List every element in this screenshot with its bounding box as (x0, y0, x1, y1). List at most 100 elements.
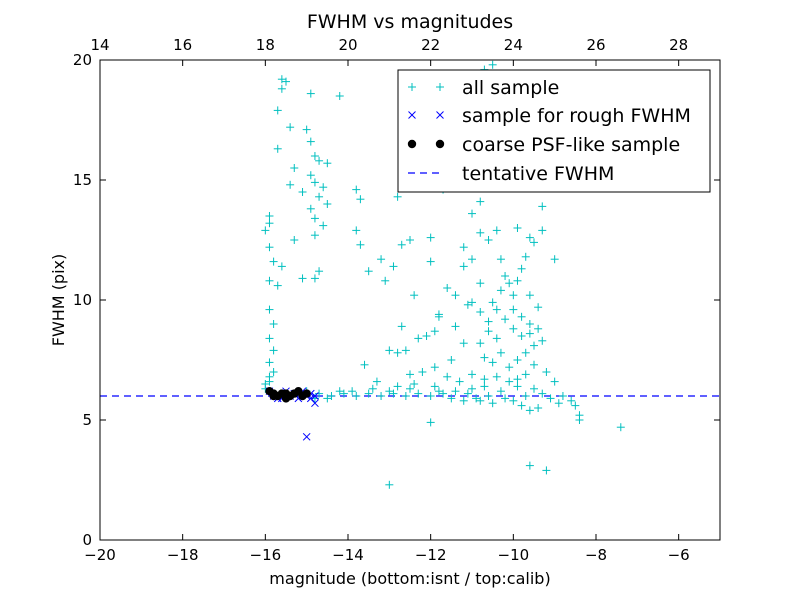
all-sample-point (517, 264, 526, 273)
all-sample-point (525, 329, 534, 338)
all-sample-point (352, 226, 361, 235)
all-sample-point (492, 334, 501, 343)
all-sample-point (348, 387, 357, 396)
all-sample-point (269, 368, 278, 376)
all-sample-point (277, 262, 286, 271)
all-sample-point (468, 209, 476, 218)
axes: −20 −18 −16 −14 −12 −10 −8 −6 14 16 18 20 22 24 26 28 0 5… (73, 36, 720, 564)
all-sample-point (335, 387, 344, 396)
all-sample-point (356, 240, 365, 249)
all-sample-point (385, 346, 394, 355)
all-sample-point (323, 394, 332, 403)
x-tick-label: −20 (84, 546, 116, 564)
all-sample-point (480, 382, 489, 391)
all-sample-point (306, 89, 315, 98)
all-sample-point (492, 372, 501, 381)
all-sample-point (616, 423, 625, 432)
all-sample-point (468, 370, 476, 379)
all-sample-point (484, 392, 493, 400)
all-sample-point (538, 336, 547, 345)
all-sample-point (319, 221, 328, 230)
all-sample-point (517, 332, 526, 340)
all-sample-point (273, 281, 282, 290)
all-sample-point (476, 396, 485, 405)
all-sample-point (509, 396, 518, 405)
all-sample-point (389, 262, 398, 271)
all-sample-point (434, 312, 443, 321)
all-sample-point (315, 192, 324, 201)
all-sample-point (525, 320, 534, 328)
all-sample-point (484, 327, 493, 336)
all-sample-point (265, 358, 274, 367)
all-sample-point (534, 324, 543, 333)
all-sample-point (521, 370, 530, 379)
all-sample-point (501, 394, 510, 403)
all-sample-point (517, 401, 526, 410)
all-sample-point (406, 236, 414, 244)
all-sample-point (298, 274, 307, 283)
all-sample-point (310, 214, 319, 223)
all-sample-point (368, 384, 377, 393)
all-sample-point (323, 159, 332, 168)
all-sample-point (389, 389, 398, 398)
all-sample-point (468, 298, 476, 307)
all-sample-point (418, 368, 427, 376)
top-x-tick-label: 16 (173, 36, 192, 54)
x-diag-b (311, 392, 319, 400)
all-sample-point (542, 368, 551, 376)
all-sample-point (484, 317, 493, 326)
all-sample-point (521, 392, 530, 400)
all-sample-point (410, 380, 419, 388)
legend-label: all sample (462, 77, 559, 99)
coarse-psf-point (302, 389, 311, 398)
legend-label: coarse PSF-like sample (462, 134, 680, 156)
x-diag-b (302, 432, 311, 441)
all-sample-point (554, 399, 563, 408)
all-sample-point (393, 348, 402, 357)
all-sample-point (459, 339, 468, 348)
all-sample-point (484, 236, 493, 244)
all-sample-point (315, 156, 324, 165)
all-sample-point (315, 389, 324, 398)
all-sample-point (385, 387, 394, 396)
all-sample-point (530, 341, 538, 350)
all-sample-point (501, 272, 510, 280)
all-sample-point (364, 389, 373, 398)
all-sample-point (286, 180, 295, 189)
all-sample-point (426, 233, 435, 242)
all-sample-point (509, 305, 518, 314)
all-sample-point (496, 286, 505, 295)
all-sample-point (468, 384, 476, 393)
all-sample-point (455, 377, 464, 386)
legend-label: sample for rough FWHM (462, 105, 691, 127)
all-sample-point (530, 360, 538, 369)
all-sample-point (306, 137, 315, 146)
top-x-tick-label: 18 (256, 36, 275, 54)
rough-sample-point (436, 111, 444, 119)
coarse-psf-point (269, 391, 278, 401)
all-sample-point (513, 382, 522, 391)
all-sample-point (558, 392, 567, 400)
y-tick-label: 20 (73, 51, 92, 69)
all-sample-point (269, 257, 278, 266)
all-sample-point (360, 360, 369, 369)
all-sample-point (310, 178, 319, 187)
top-x-tick-label: 22 (421, 36, 440, 54)
all-sample-point (480, 353, 489, 362)
all-sample-point (538, 202, 547, 211)
all-sample-point (451, 387, 460, 396)
all-sample-point (525, 461, 534, 470)
all-sample-point (430, 327, 439, 336)
all-sample-point (356, 195, 365, 204)
all-sample-point (546, 394, 555, 403)
all-sample-point (468, 255, 476, 264)
all-sample-point (286, 123, 295, 132)
all-sample-point (397, 322, 406, 331)
all-sample-point (310, 152, 319, 160)
all-sample-point (459, 396, 468, 405)
all-sample-point (269, 320, 278, 328)
all-sample-point (534, 404, 543, 412)
all-sample-point (306, 204, 315, 213)
all-sample-point (393, 382, 402, 391)
